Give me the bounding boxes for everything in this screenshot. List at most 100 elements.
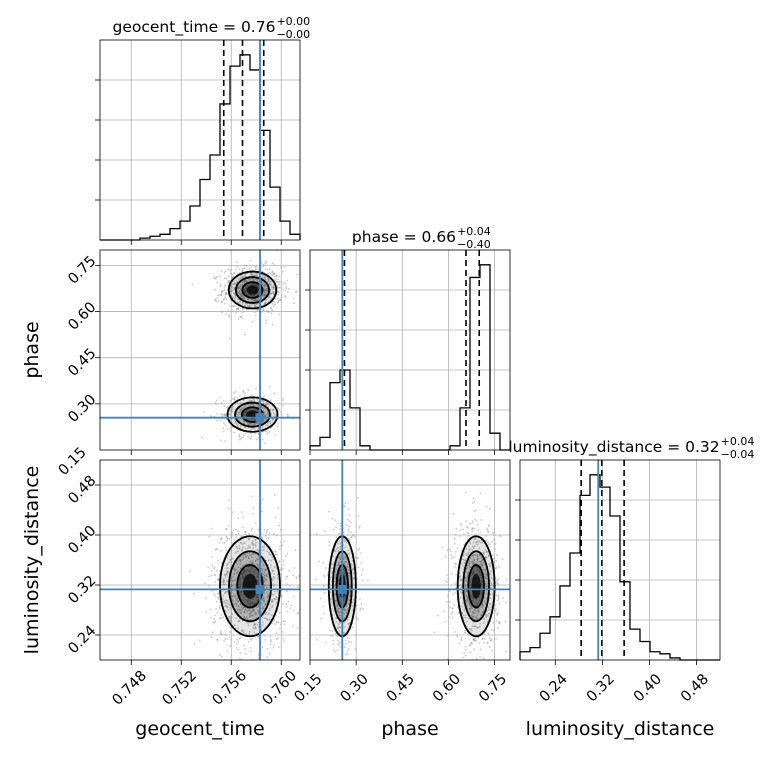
sample-point <box>211 636 213 638</box>
sample-point <box>213 574 215 576</box>
sample-point <box>274 494 276 496</box>
sample-point <box>367 580 369 582</box>
sample-point <box>275 298 277 300</box>
sample-point <box>224 303 226 305</box>
sample-point <box>284 266 286 268</box>
sample-point <box>216 420 218 422</box>
x-tick-label: 0.752 <box>160 668 201 709</box>
title-lower-error: −0.40 <box>457 238 491 251</box>
sample-point <box>271 313 273 315</box>
sample-point <box>216 601 218 603</box>
sample-point <box>460 668 462 670</box>
sample-point <box>463 652 465 654</box>
sample-point <box>214 289 216 291</box>
sample-point <box>265 268 267 270</box>
sample-point <box>243 434 245 436</box>
sample-point <box>454 543 456 545</box>
sample-point <box>261 511 263 513</box>
sample-point <box>355 634 357 636</box>
sample-point <box>359 525 361 527</box>
sample-point <box>275 516 277 518</box>
sample-point <box>243 526 245 528</box>
sample-point <box>251 676 253 678</box>
sample-point <box>499 535 501 537</box>
sample-point <box>493 532 495 534</box>
sample-point <box>215 402 217 404</box>
sample-point <box>498 596 500 598</box>
sample-point <box>189 571 191 573</box>
sample-point <box>454 604 456 606</box>
sample-point <box>221 538 223 540</box>
sample-point <box>265 532 267 534</box>
sample-point <box>283 289 285 291</box>
sample-point <box>279 612 281 614</box>
sample-point <box>286 576 288 578</box>
hist-title-phase: phase = 0.66 <box>352 228 456 246</box>
sample-point <box>252 527 254 529</box>
sample-point <box>244 395 246 397</box>
sample-point <box>460 529 462 531</box>
sample-point <box>242 311 244 313</box>
y-tick-label: 0.75 <box>65 253 99 287</box>
sample-point <box>494 548 496 550</box>
sample-point <box>286 606 288 608</box>
sample-point <box>471 531 473 533</box>
sample-point <box>325 567 327 569</box>
sample-point <box>220 284 222 286</box>
sample-point <box>358 515 360 517</box>
sample-point <box>496 554 498 556</box>
sample-point <box>229 627 231 629</box>
sample-point <box>459 642 461 644</box>
sample-point <box>229 645 231 647</box>
sample-point <box>332 644 334 646</box>
sample-point <box>260 662 262 664</box>
sample-point <box>483 642 485 644</box>
hist-panel-geocent_time: geocent_time = 0.76 +0.00−0.00 <box>95 15 310 245</box>
sample-point <box>226 650 228 652</box>
sample-point <box>245 433 247 435</box>
sample-point <box>210 575 212 577</box>
sample-point <box>480 649 482 651</box>
sample-point <box>226 540 228 542</box>
sample-point <box>247 389 249 391</box>
sample-point <box>224 405 226 407</box>
sample-point <box>269 268 271 270</box>
sample-point <box>339 641 341 643</box>
x-axis-label-luminosity_distance: luminosity_distance <box>526 718 715 740</box>
sample-point <box>483 657 485 659</box>
title-lower-error: −0.00 <box>276 28 310 41</box>
sample-point <box>293 596 295 598</box>
sample-point <box>447 658 449 660</box>
sample-point <box>264 263 266 265</box>
sample-point <box>250 651 252 653</box>
sample-point <box>233 391 235 393</box>
sample-point <box>335 520 337 522</box>
sample-point <box>476 640 478 642</box>
sample-point <box>455 528 457 530</box>
sample-point <box>226 298 228 300</box>
sample-point <box>293 302 295 304</box>
sample-point <box>456 634 458 636</box>
sample-point <box>277 301 279 303</box>
sample-point <box>340 533 342 535</box>
sample-point <box>216 413 218 415</box>
sample-point <box>473 669 475 671</box>
sample-point <box>276 662 278 664</box>
sample-point <box>487 633 489 635</box>
sample-point <box>352 626 354 628</box>
sample-point <box>250 529 252 531</box>
sample-point <box>437 615 439 617</box>
sample-point <box>239 439 241 441</box>
sample-point <box>452 607 454 609</box>
sample-point <box>329 630 331 632</box>
sample-point <box>287 280 289 282</box>
sample-point <box>285 621 287 623</box>
sample-point <box>495 638 497 640</box>
sample-point <box>275 554 277 556</box>
sample-point <box>362 608 364 610</box>
sample-point <box>238 641 240 643</box>
sample-point <box>272 324 274 326</box>
sample-point <box>207 566 209 568</box>
sample-point <box>495 604 497 606</box>
sample-point <box>270 308 272 310</box>
